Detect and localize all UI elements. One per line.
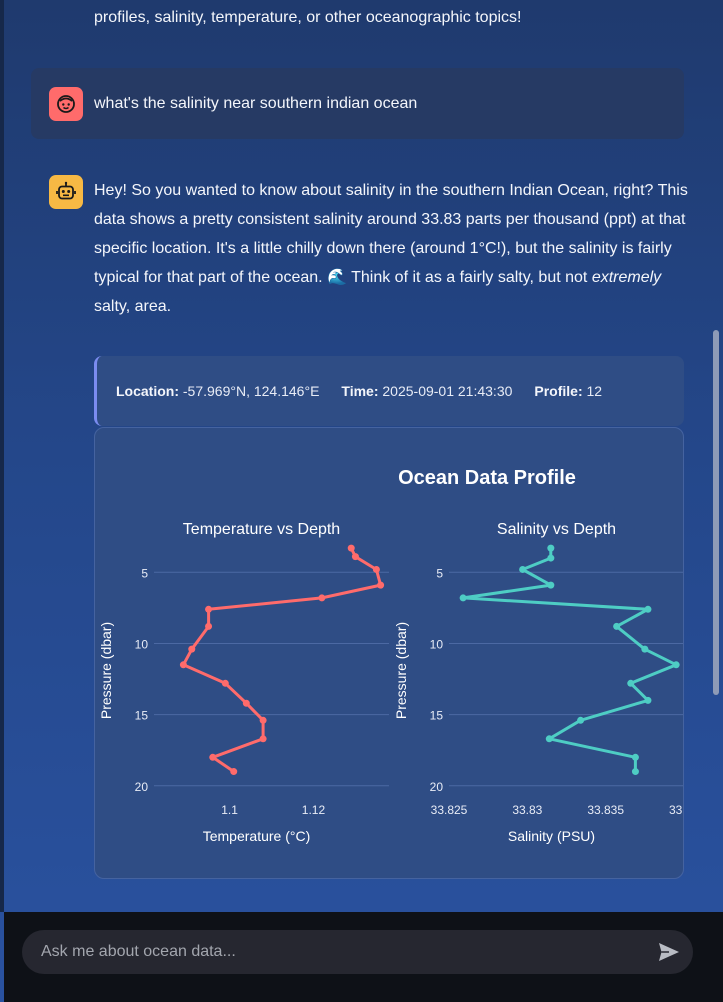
salinity-data-point — [672, 661, 680, 669]
temperature-data-point — [259, 735, 267, 743]
ocean-data-chart-card: Ocean Data Profile Temperature vs Depth 5 1… — [94, 427, 684, 879]
salinity-x-axis-label: Salinity (PSU) — [508, 828, 595, 844]
temperature-data-point — [209, 753, 217, 761]
meta-profile-value: 12 — [582, 383, 603, 399]
assistant-text-part3: salty, area. — [94, 298, 172, 315]
salinity-data-point — [644, 696, 652, 704]
salinity-subplot-title: Salinity vs Depth — [497, 521, 616, 538]
salinity-xtick-label: 33.84 — [669, 803, 684, 817]
temperature-data-point — [205, 605, 213, 613]
salinity-ytick-label: 15 — [430, 709, 444, 723]
salinity-data-point — [613, 622, 621, 630]
send-button[interactable] — [657, 941, 681, 963]
temperature-xtick-label: 1.12 — [302, 803, 326, 817]
salinity-data-point — [547, 544, 555, 552]
user-message: what's the salinity near southern indian… — [31, 68, 684, 139]
temperature-series-line — [181, 547, 383, 773]
vertical-scrollbar[interactable] — [713, 330, 719, 695]
salinity-xtick-label: 33.83 — [512, 803, 542, 817]
temperature-ytick-label: 10 — [135, 637, 149, 651]
salinity-series-line — [461, 548, 678, 772]
send-arrow-icon — [659, 943, 679, 961]
assistant-text-emphasis: extremely — [591, 269, 662, 286]
temperature-data-point — [179, 661, 187, 669]
temperature-y-axis-label: Pressure (dbar) — [98, 622, 114, 719]
temperature-data-point — [259, 716, 267, 724]
ocean-profile-chart: Ocean Data Profile Temperature vs Depth 5 1… — [98, 467, 684, 844]
temperature-data-point — [221, 679, 229, 687]
previous-assistant-message-tail: profiles, salinity, temperature, or othe… — [94, 9, 522, 26]
salinity-ytick-label: 20 — [430, 780, 444, 794]
meta-time-value: 2025-09-01 21:43:30 — [378, 383, 513, 399]
chart-title: Ocean Data Profile — [398, 467, 576, 489]
salinity-data-point — [644, 605, 652, 613]
salinity-ytick-label: 5 — [436, 566, 443, 580]
temperature-data-point — [242, 699, 250, 707]
salinity-data-point — [547, 581, 555, 589]
assistant-message-text: Hey! So you wanted to know about salinit… — [94, 176, 689, 321]
temperature-data-point — [230, 768, 238, 776]
temperature-data-point — [351, 553, 359, 561]
salinity-data-point — [631, 768, 639, 776]
temperature-ytick-label: 5 — [141, 566, 148, 580]
chat-input[interactable] — [22, 930, 642, 974]
chat-input-container — [22, 930, 693, 974]
salinity-y-axis-label: Pressure (dbar) — [393, 622, 409, 719]
salinity-xtick-label: 33.835 — [587, 803, 624, 817]
temperature-data-point — [372, 565, 380, 573]
temperature-data-point — [318, 594, 326, 602]
salinity-data-point — [641, 645, 649, 653]
salinity-data-point — [577, 716, 585, 724]
salinity-ytick-label: 10 — [430, 637, 444, 651]
left-edge-strip — [0, 0, 4, 912]
salinity-data-point — [545, 735, 553, 743]
assistant-text-part2: Think of it as a fairly salty, but not — [346, 269, 592, 286]
meta-location-value: -57.969°N, 124.146°E — [179, 383, 320, 399]
salinity-data-point — [519, 565, 527, 573]
temperature-data-point — [205, 622, 213, 630]
chat-input-bar — [4, 912, 723, 1002]
profile-metadata-card: Location: -57.969°N, 124.146°E Time: 202… — [94, 356, 684, 426]
salinity-data-point — [627, 679, 635, 687]
salinity-data-point — [459, 594, 467, 602]
salinity-data-point — [547, 554, 555, 562]
temperature-ytick-label: 15 — [135, 709, 149, 723]
salinity-xtick-label: 33.825 — [431, 803, 468, 817]
temperature-xtick-label: 1.1 — [221, 803, 238, 817]
meta-profile-label: Profile: — [534, 383, 583, 399]
meta-profile: Profile: 12 — [534, 383, 602, 399]
assistant-text-part1: Hey! So you wanted to know about salinit… — [94, 182, 688, 286]
temperature-data-point — [347, 544, 355, 552]
meta-time: Time: 2025-09-01 21:43:30 — [341, 383, 512, 399]
user-message-text: what's the salinity near southern indian… — [94, 95, 418, 112]
meta-time-label: Time: — [341, 383, 379, 399]
temperature-ytick-label: 20 — [135, 780, 149, 794]
temperature-data-point — [377, 581, 385, 589]
user-face-icon — [49, 87, 83, 121]
meta-location: Location: -57.969°N, 124.146°E — [116, 383, 319, 399]
robot-icon — [49, 175, 83, 209]
salinity-data-point — [631, 753, 639, 761]
wave-emoji: 🌊 — [327, 269, 347, 286]
temperature-x-axis-label: Temperature (°C) — [203, 828, 311, 844]
meta-location-label: Location: — [116, 383, 179, 399]
temperature-data-point — [188, 645, 196, 653]
temperature-subplot-title: Temperature vs Depth — [183, 521, 340, 538]
